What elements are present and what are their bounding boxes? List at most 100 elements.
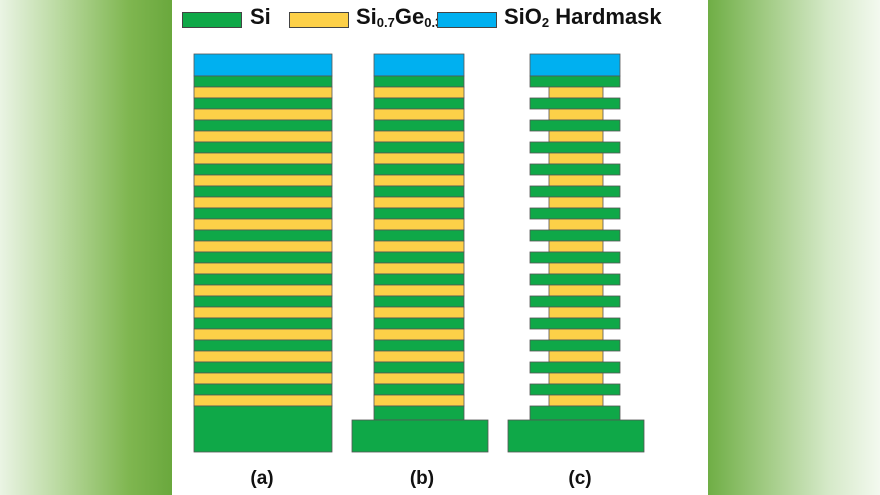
stack-b-fin-base [373,405,465,421]
stack-b [351,53,489,453]
stack-b-sige-layer [373,350,465,363]
stack-b-sige-layer [373,108,465,121]
stack-a-si-layer [193,361,333,374]
stack-a-sige-layer [193,306,333,319]
stack-c-sige-layer [548,196,604,209]
stack-b-si-layer [373,97,465,110]
stack-b-si-layer [373,119,465,132]
stack-c [507,53,645,453]
stack-b-si-layer [373,251,465,264]
stack-c-sige-layer [548,394,604,407]
stack-b-sige-layer [373,262,465,275]
stack-a-sige-layer [193,218,333,231]
stack-b-si-layer [373,383,465,396]
caption-b: (b) [409,468,435,489]
stack-c-si-layer [529,361,621,374]
stack-c-substrate [507,419,645,453]
stack-a-sige-layer [193,152,333,165]
stack-c-sige-layer [548,350,604,363]
stack-c-sige-layer [548,130,604,143]
stack-a-sige-layer [193,174,333,187]
stack-b-si-layer [373,141,465,154]
stack-b-sige-layer [373,86,465,99]
stack-a-sige-layer [193,108,333,121]
legend-hardmask-label: SiO2 Hardmask [504,4,662,30]
stack-a-si-layer [193,273,333,286]
stack-c-si-layer [529,97,621,110]
stack-c-si-layer [529,229,621,242]
stack-a-sige-layer [193,240,333,253]
stack-c-sige-layer [548,86,604,99]
stack-a-sige-layer [193,284,333,297]
stack-a-sige-layer [193,196,333,209]
stack-b-sige-layer [373,306,465,319]
stack-a-si-layer [193,317,333,330]
stack-b-sige-layer [373,372,465,385]
caption-c: (c) [568,468,592,489]
stack-b-si-layer [373,229,465,242]
legend-sige-swatch [289,12,349,28]
legend-hardmask-swatch [437,12,497,28]
stack-b-si-layer [373,339,465,352]
stack-b-si-layer [373,295,465,308]
stack-b-si-layer [373,185,465,198]
diagram-panel: Si Si0.7Ge0.3 SiO2 Hardmask (a) (b) (c) [172,0,708,495]
stack-a-si-layer [193,119,333,132]
stack-a-sige-layer [193,328,333,341]
stack-a-sige-layer [193,394,333,407]
stack-a-sige-layer [193,262,333,275]
stack-c-si-layer [529,119,621,132]
legend-si-label: Si [250,4,271,29]
stack-b-sige-layer [373,152,465,165]
stack-a [193,53,333,453]
stack-b-sige-layer [373,174,465,187]
stack-c-sige-layer [548,372,604,385]
stack-a-si-layer [193,163,333,176]
stack-c-sige-layer [548,240,604,253]
stack-b-sige-layer [373,328,465,341]
stack-b-hardmask [373,53,465,77]
stack-a-si-layer [193,339,333,352]
stack-c-si-layer [529,273,621,286]
stack-c-si-layer [529,163,621,176]
stack-b-si-layer [373,361,465,374]
legend-sige-label: Si0.7Ge0.3 [356,4,443,30]
stack-a-si-layer [193,141,333,154]
stack-b-si-layer [373,75,465,88]
stack-c-si-layer [529,251,621,264]
stack-b-sige-layer [373,394,465,407]
stack-a-si-layer [193,97,333,110]
stack-b-sige-layer [373,196,465,209]
stack-a-si-layer [193,251,333,264]
stack-a-hardmask [193,53,333,77]
stack-b-substrate [351,419,489,453]
stack-b-si-layer [373,163,465,176]
stack-a-si-layer [193,75,333,88]
stack-a-si-layer [193,383,333,396]
stack-b-sige-layer [373,240,465,253]
stack-c-fin-base [529,405,621,421]
stack-c-sige-layer [548,218,604,231]
left-background-gradient [0,0,172,495]
stack-b-si-layer [373,317,465,330]
stack-a-si-layer [193,207,333,220]
stack-a-substrate [193,405,333,453]
stack-c-si-layer [529,339,621,352]
stack-a-sige-layer [193,372,333,385]
stack-c-sige-layer [548,152,604,165]
stack-a-sige-layer [193,130,333,143]
stack-c-sige-layer [548,262,604,275]
nanosheet-stacks-svg [193,53,645,453]
stack-c-hardmask [529,53,621,77]
stack-a-si-layer [193,295,333,308]
stack-a-si-layer [193,229,333,242]
stack-b-sige-layer [373,130,465,143]
stack-a-sige-layer [193,350,333,363]
stack-c-sige-layer [548,284,604,297]
right-background-gradient [708,0,880,495]
stack-c-sige-layer [548,108,604,121]
stack-a-sige-layer [193,86,333,99]
stack-c-si-layer [529,141,621,154]
stack-c-si-layer [529,383,621,396]
stack-c-sige-layer [548,306,604,319]
